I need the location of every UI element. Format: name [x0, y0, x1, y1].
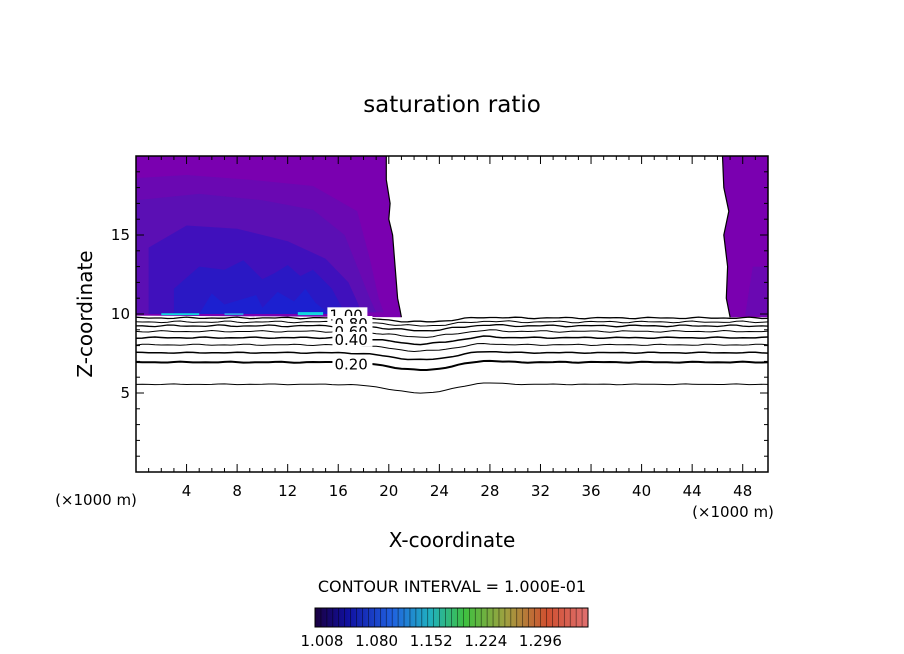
contour-edge-right — [721, 155, 731, 318]
x-tick-label: 16 — [329, 482, 348, 500]
x-tick-label: 24 — [430, 482, 449, 500]
contour-line-1 — [135, 316, 769, 323]
contour-line-8 — [135, 359, 769, 371]
contour-label-bg — [332, 331, 373, 347]
chart-title: saturation ratio — [363, 92, 541, 118]
contour-line-9 — [135, 382, 769, 394]
y-tick-label: 15 — [111, 226, 130, 244]
contour-line-2 — [135, 320, 769, 327]
x-tick-label: 28 — [480, 482, 499, 500]
contour-line-7 — [135, 350, 769, 361]
contour-line-5 — [135, 335, 769, 346]
y-axis-label: Z-coordinate — [73, 250, 97, 377]
contour-interval-label: CONTOUR INTERVAL = 1.000E-01 — [318, 577, 586, 596]
x-tick-label: 36 — [581, 482, 600, 500]
x-tick-label: 20 — [379, 482, 398, 500]
supersaturation-fill — [136, 156, 768, 318]
cyan-strip-1 — [161, 313, 200, 316]
x-axis-ticks: 4 8 12 16 20 24 28 32 36 40 44 48 — [135, 156, 769, 500]
x-unit-left: (×1000 m) — [55, 491, 137, 509]
contour-line-6 — [135, 342, 769, 353]
x-tick-label: 4 — [182, 482, 192, 500]
x-tick-label: 40 — [632, 482, 651, 500]
colorbar-tick-label: 1.296 — [519, 632, 562, 650]
contour-labels: 1.000.800.600.400.20 — [327, 306, 373, 373]
x-axis-label: X-coordinate — [389, 528, 516, 552]
y-axis-ticks: 5 10 15 — [111, 155, 768, 473]
cyan-strip-2 — [224, 313, 244, 316]
x-tick-label: 32 — [531, 482, 550, 500]
contour-line-4 — [135, 329, 769, 338]
contour-label: 0.20 — [334, 355, 367, 373]
colorbar-tick-label: 1.080 — [355, 632, 398, 650]
contour-lines — [135, 155, 769, 394]
cyan-strip-3 — [297, 312, 324, 316]
x-tick-label: 48 — [733, 482, 752, 500]
contour-line-3 — [135, 323, 769, 332]
x-unit-right: (×1000 m) — [692, 503, 774, 521]
x-tick-label: 12 — [278, 482, 297, 500]
y-tick-label: 5 — [120, 384, 130, 402]
contour-label-bg — [332, 356, 373, 372]
colorbar-segments — [320, 608, 583, 627]
colorbar-tick-label: 1.152 — [410, 632, 453, 650]
x-tick-label: 8 — [232, 482, 242, 500]
colorbar-tick-label: 1.008 — [301, 632, 344, 650]
y-tick-label: 10 — [111, 305, 130, 323]
colorbar-ticks: 1.008 1.080 1.152 1.224 1.296 — [301, 632, 562, 650]
x-tick-label: 44 — [683, 482, 702, 500]
colorbar-tick-label: 1.224 — [464, 632, 507, 650]
fill-right-inner — [745, 266, 768, 316]
contour-edge-left — [385, 156, 402, 318]
fill-level-6 — [199, 288, 330, 314]
contour-label: 0.40 — [334, 331, 367, 349]
